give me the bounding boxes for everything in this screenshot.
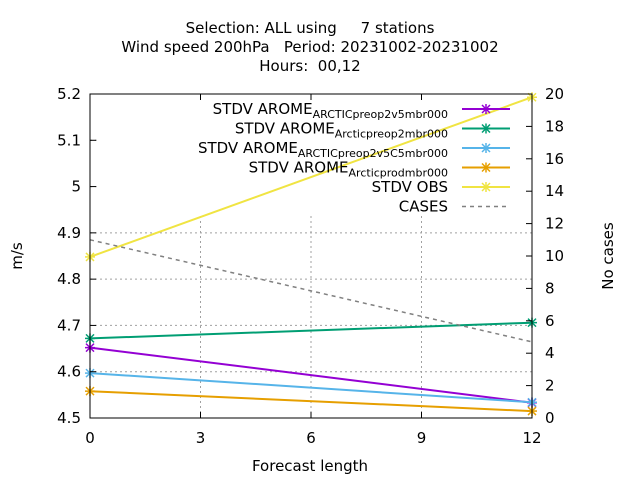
x-tick-label: 3 [196, 429, 206, 447]
y-tick-label: 5.1 [57, 131, 81, 149]
legend-label-part: rctic [342, 128, 366, 141]
series-layer [85, 92, 537, 417]
legend-label-part: p [338, 147, 345, 160]
y-tick-label: 4.6 [57, 363, 81, 381]
legend-entry-6: CASES [399, 198, 510, 216]
series-line [89, 346, 533, 404]
legend-label-part: STDV AROME [198, 139, 298, 157]
legend-label-part: reop2 [345, 147, 377, 160]
x-tick-label: 0 [85, 429, 95, 447]
legend-label-part: RCTIC [305, 147, 338, 160]
legend-label-part: STDV OBS [372, 178, 448, 196]
legend-label-part: p [366, 128, 373, 141]
y-tick-label: 5 [71, 178, 81, 196]
legend-label-part: 5mbr000 [398, 108, 448, 121]
grid [89, 93, 533, 419]
x-axis-label: Forecast length [252, 457, 368, 475]
y-tick-label: 4.5 [57, 409, 81, 427]
legend-label: STDV AROMEArcticpreop2mbr000 [235, 120, 448, 141]
title-line-3: Hours: 00,12 [259, 57, 360, 75]
x-tick-label: 12 [522, 429, 541, 447]
legend-label-part: reop2 [360, 108, 392, 121]
legend-label-part: STDV AROME [249, 159, 349, 177]
y2-tick-label: 8 [545, 279, 555, 297]
legend-label-part: STDV AROME [235, 120, 335, 138]
y2-tick-label: 10 [545, 247, 564, 265]
y-axis-label: m/s [8, 242, 26, 270]
legend-entry-5: STDV OBS [372, 178, 510, 196]
y-tick-label: 4.9 [57, 224, 81, 242]
y2-tick-label: 18 [545, 117, 564, 135]
legend-label-part: v [391, 108, 398, 121]
series-line [89, 96, 533, 258]
legend-label: STDV AROMEArcticprodmbr000 [249, 159, 448, 180]
legend-label: STDV AROMEARCTICpreop2v5mbr000 [213, 100, 448, 121]
title-line-2: Wind speed 200hPa Period: 20231002-20231… [121, 38, 498, 56]
legend-label-part: rodmbr000 [387, 167, 448, 180]
series-line [89, 390, 533, 413]
y2-tick-label: 14 [545, 182, 564, 200]
legend-label-part: A [335, 128, 343, 141]
legend-label-part: STDV AROME [213, 100, 313, 118]
legend-label-part: p [380, 167, 387, 180]
series-line [89, 372, 533, 404]
series-6 [89, 239, 533, 343]
legend-label-part: reop2mbr000 [373, 128, 448, 141]
legend-label-part: p [353, 108, 360, 121]
legend-entry-1: STDV AROMEARCTICpreop2v5mbr000 [213, 100, 510, 121]
legend-label: STDV OBS [372, 178, 448, 196]
title-line-1: Selection: ALL using 7 stations [186, 19, 435, 37]
y2-tick-label: 16 [545, 150, 564, 168]
x-tick-label: 6 [306, 429, 316, 447]
legend-label: CASES [399, 198, 448, 216]
legend-label-part: C [390, 147, 398, 160]
y2-tick-label: 6 [545, 312, 555, 330]
legend-label-part: v [377, 147, 384, 160]
legend-entry-2: STDV AROMEArcticpreop2mbr000 [235, 120, 510, 141]
legend-entry-3: STDV AROMEARCTICpreop2v5C5mbr000 [198, 139, 510, 160]
legend-label-part: 5mbr000 [398, 147, 448, 160]
y2-tick-label: 2 [545, 377, 555, 395]
y-tick-label: 5.2 [57, 85, 81, 103]
x-tick-label: 9 [417, 429, 427, 447]
legend-label-part: CASES [399, 198, 448, 216]
y2-tick-label: 4 [545, 344, 555, 362]
legend-entry-4: STDV AROMEArcticprodmbr000 [249, 159, 510, 180]
legend-label-part: A [298, 147, 306, 160]
legend-label-part: A [313, 108, 321, 121]
legend-label: STDV AROMEARCTICpreop2v5C5mbr000 [198, 139, 448, 160]
y2-tick-label: 12 [545, 215, 564, 233]
y2-axis-label: No cases [599, 222, 617, 290]
y-tick-label: 4.8 [57, 270, 81, 288]
chart-title: Selection: ALL using 7 stations Wind spe… [121, 19, 498, 75]
legend-label-part: RCTIC [320, 108, 353, 121]
axes: 4.54.64.74.84.955.15.20 3 6 9 12024681012141… [57, 85, 564, 447]
legend-label-part: A [349, 167, 357, 180]
legend-label-part: rctic [356, 167, 380, 180]
y2-tick-label: 20 [545, 85, 564, 103]
series-line [89, 239, 533, 343]
y-tick-label: 4.7 [57, 316, 81, 334]
legend-label-part: 5 [383, 147, 390, 160]
y2-tick-label: 0 [545, 409, 555, 427]
